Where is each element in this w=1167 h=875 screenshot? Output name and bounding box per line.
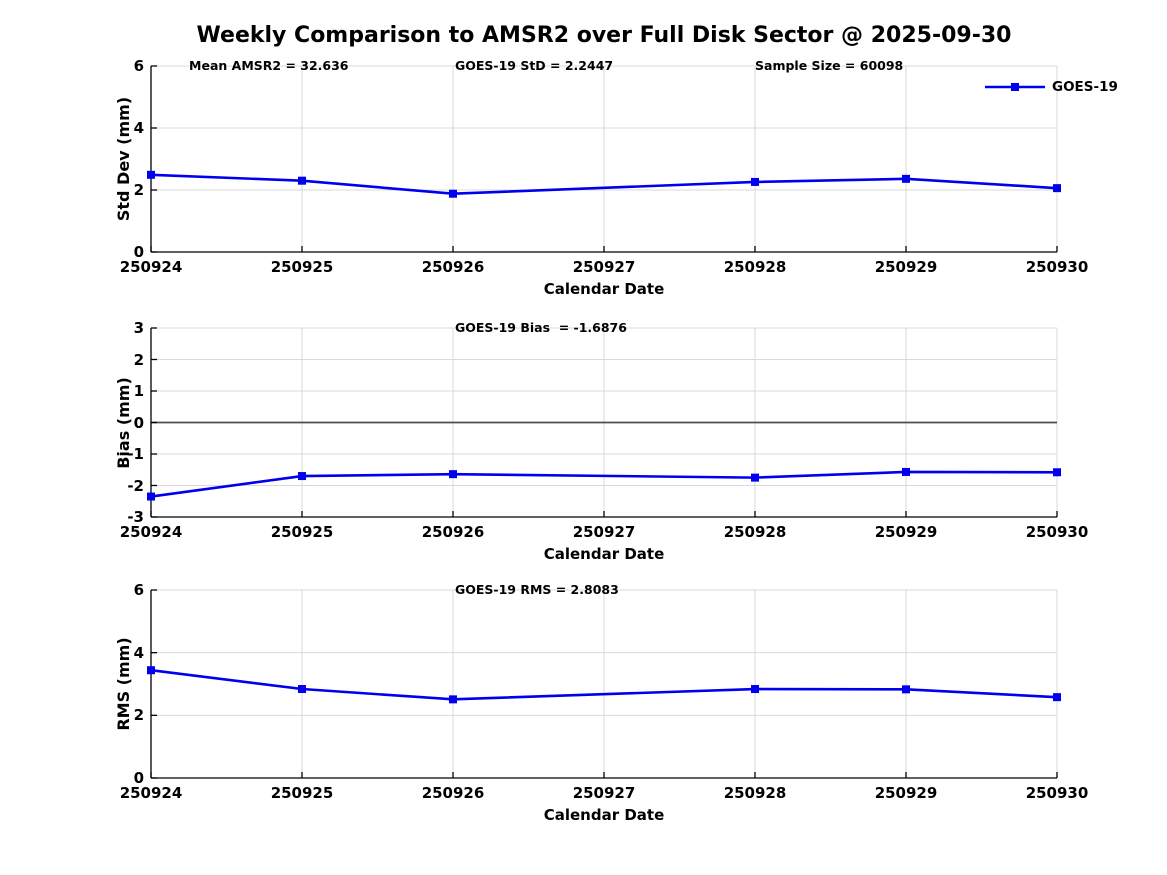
series-line-goes-19 [150,173,1058,196]
y-tick-label: 1 [133,382,144,400]
data-point-marker [147,492,155,501]
x-axis-label: Calendar Date [543,545,665,563]
y-tick-label: 0 [133,243,144,261]
y-tick-label: -1 [127,445,144,463]
panel-annotation: GOES-19 Bias = -1.6876 [454,320,627,335]
x-tick-label: 250928 [723,258,787,276]
y-tick-label: 0 [133,769,144,787]
data-point-marker [1053,184,1061,193]
data-point-marker [1053,693,1061,702]
x-tick-label: 250929 [874,258,938,276]
x-tick-label: 250926 [421,523,485,541]
legend-marker-sample [1011,83,1019,91]
x-tick-label: 250925 [270,258,334,276]
panel-annotation: GOES-19 RMS = 2.8083 [454,582,619,597]
data-point-marker [751,685,759,694]
x-tick-label: 250926 [421,784,485,802]
data-point-marker [298,685,306,694]
x-tick-label: 250929 [874,784,938,802]
data-point-marker [902,174,910,183]
x-tick-label: 250924 [119,784,183,802]
data-point-marker [147,666,155,675]
y-tick-label: 2 [133,706,144,725]
y-tick-label: 2 [133,181,144,199]
x-tick-label: 250930 [1025,523,1089,541]
panel-annotation: GOES-19 StD = 2.2447 [454,58,614,73]
y-tick-label: -2 [127,476,144,495]
panel-annotation: Mean AMSR2 = 32.636 [189,58,349,73]
y-tick-label: 6 [133,57,144,75]
y-tick-label: 3 [133,319,144,337]
data-point-marker [751,473,759,482]
y-tick-label: 0 [133,413,144,432]
y-tick-label: 4 [133,643,144,662]
x-tick-label: 250927 [572,523,636,541]
panel-annotation: Sample Size = 60098 [755,58,904,73]
data-point-marker [298,176,306,185]
x-tick-label: 250925 [270,784,334,802]
y-tick-label: 6 [133,581,144,599]
x-tick-label: 250930 [1025,258,1089,276]
x-axis-label: Calendar Date [543,280,665,298]
data-point-marker [902,685,910,694]
x-tick-label: 250928 [723,523,787,541]
data-point-marker [147,170,155,179]
x-tick-label: 250928 [723,784,787,802]
data-point-marker [1053,468,1061,477]
x-tick-label: 250924 [119,258,183,276]
data-point-marker [449,189,457,198]
x-tick-label: 250924 [119,523,183,541]
data-point-marker [298,472,306,481]
y-tick-label: -3 [127,508,144,526]
series-line-goes-19 [150,470,1058,498]
data-point-marker [902,467,910,476]
x-tick-label: 250929 [874,523,938,541]
y-axis-label: Std Dev (mm) [114,96,133,222]
data-point-marker [751,177,759,186]
x-tick-label: 250927 [572,258,636,276]
x-tick-label: 250925 [270,523,334,541]
legend: GOES-19 [1052,79,1118,95]
y-tick-label: 4 [133,119,144,137]
y-tick-label: 2 [133,350,144,369]
y-axis-label: Bias (mm) [114,376,133,469]
x-tick-label: 250927 [572,784,636,802]
x-axis-label: Calendar Date [543,806,665,824]
x-tick-label: 250930 [1025,784,1089,802]
y-axis-label: RMS (mm) [114,637,133,731]
data-point-marker [449,695,457,704]
chart-title: Weekly Comparison to AMSR2 over Full Dis… [196,23,1012,48]
series-line-goes-19 [150,668,1058,701]
x-tick-label: 250926 [421,258,485,276]
data-point-marker [449,470,457,479]
legend-label: GOES-19 [1052,79,1118,95]
